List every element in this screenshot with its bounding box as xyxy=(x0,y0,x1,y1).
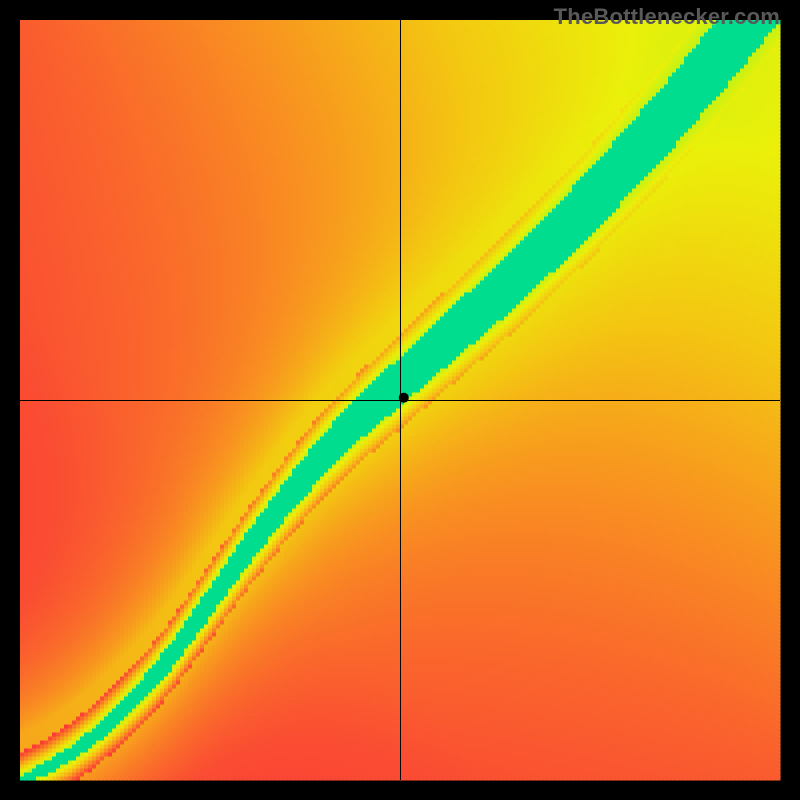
bottleneck-heatmap xyxy=(0,0,800,800)
watermark-text: TheBottlenecker.com xyxy=(554,4,780,30)
chart-container: TheBottlenecker.com xyxy=(0,0,800,800)
